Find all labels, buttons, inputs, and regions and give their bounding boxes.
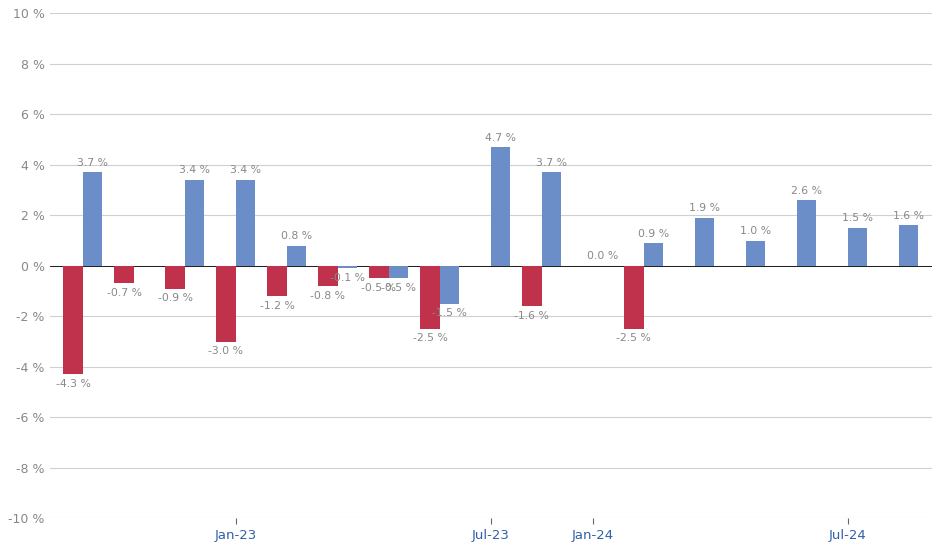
Text: -0.1 %: -0.1 % [330,273,365,283]
Bar [337,266,357,268]
Bar [236,180,255,266]
Bar [624,266,644,329]
Bar [63,266,83,375]
Text: 2.6 %: 2.6 % [791,185,822,196]
Text: -4.3 %: -4.3 % [55,379,90,389]
Text: 1.5 %: 1.5 % [841,213,872,223]
Bar [491,147,510,266]
Text: -2.5 %: -2.5 % [413,333,447,343]
Text: -1.6 %: -1.6 % [514,311,549,321]
Text: -1.2 %: -1.2 % [259,301,294,311]
Text: 0.9 %: 0.9 % [637,229,669,239]
Text: -0.5 %: -0.5 % [362,283,397,293]
Bar [184,180,204,266]
Bar [420,266,440,329]
Text: -1.5 %: -1.5 % [431,308,467,318]
Text: 1.0 %: 1.0 % [740,226,771,236]
Text: -3.0 %: -3.0 % [209,346,243,356]
Bar [695,218,714,266]
Bar [388,266,408,278]
Text: -2.5 %: -2.5 % [617,333,651,343]
Bar [287,246,306,266]
Text: 0.0 %: 0.0 % [587,251,618,261]
Bar [440,266,459,304]
Text: 3.4 %: 3.4 % [179,166,210,175]
Bar [83,172,102,266]
Text: 4.7 %: 4.7 % [485,133,516,142]
Bar [848,228,867,266]
Text: -0.7 %: -0.7 % [106,288,142,298]
Text: 1.9 %: 1.9 % [689,204,720,213]
Bar [745,240,765,266]
Bar [899,226,917,266]
Bar [369,266,388,278]
Text: -0.9 %: -0.9 % [158,293,193,303]
Bar [541,172,561,266]
Text: 3.7 %: 3.7 % [536,158,567,168]
Text: 1.6 %: 1.6 % [893,211,924,221]
Bar [115,266,133,283]
Bar [267,266,287,296]
Text: 0.8 %: 0.8 % [281,231,312,241]
Text: -0.5 %: -0.5 % [381,283,415,293]
Text: 3.4 %: 3.4 % [230,166,261,175]
Bar [523,266,541,306]
Text: 3.7 %: 3.7 % [77,158,108,168]
Bar [644,243,663,266]
Bar [796,200,816,266]
Bar [165,266,184,289]
Bar [216,266,236,342]
Text: -0.8 %: -0.8 % [310,290,346,300]
Bar [319,266,337,286]
